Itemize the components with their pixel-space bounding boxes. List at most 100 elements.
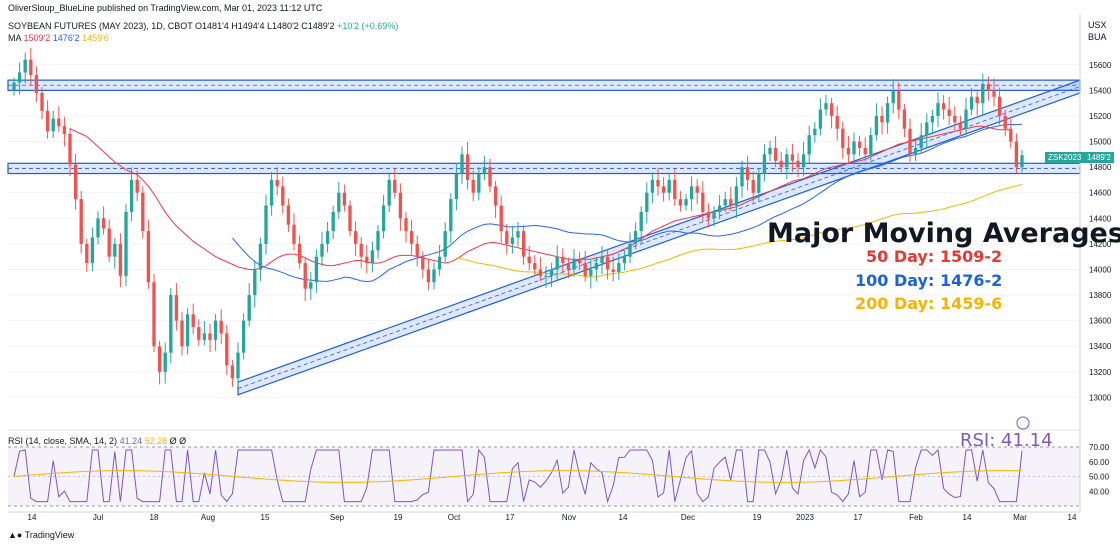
candle	[947, 109, 951, 116]
annotation-ma200: 200 Day: 1459-6	[855, 294, 1003, 313]
candle	[852, 141, 856, 155]
annotation-ma50: 50 Day: 1509-2	[866, 247, 1003, 266]
candle	[661, 186, 666, 193]
rsi-tick-label: 40.00	[1089, 487, 1110, 496]
candle	[34, 75, 39, 93]
candle	[23, 59, 27, 73]
price-tick-label: 14600	[1089, 189, 1112, 198]
rsi-value: 41.24	[119, 436, 143, 446]
candle	[908, 128, 912, 155]
price-tick-label: 14800	[1089, 163, 1112, 172]
candle	[829, 103, 834, 116]
price-tick-label: 14000	[1089, 265, 1112, 274]
candle	[241, 320, 246, 353]
candle	[353, 231, 358, 244]
logo-icon: ▲●	[8, 530, 23, 540]
candle	[813, 128, 817, 136]
candle	[919, 135, 923, 148]
candle	[387, 179, 391, 206]
price-tick-label: 15000	[1089, 138, 1112, 147]
candle	[869, 135, 873, 155]
candle	[891, 90, 895, 104]
currency-label: USX	[1088, 20, 1107, 30]
tradingview-logo: ▲● TradingView	[8, 530, 74, 540]
candle	[594, 263, 599, 270]
candle	[1009, 128, 1013, 142]
rsi-ma-line	[13, 470, 1023, 483]
candle	[785, 154, 789, 168]
candle	[566, 263, 571, 270]
symbol-line: SOYBEAN FUTURES (MAY 2023), 1D, CBOT O14…	[8, 21, 398, 31]
candle	[689, 186, 694, 200]
candle	[129, 179, 134, 212]
candle	[577, 259, 582, 264]
candle	[17, 72, 22, 83]
candle	[975, 96, 979, 104]
price-tick-label: 14400	[1089, 214, 1112, 223]
candle	[740, 167, 744, 187]
candle	[443, 231, 447, 257]
price-tick-label: 15200	[1089, 112, 1112, 121]
candle	[941, 103, 946, 110]
rsi-tick-label: 50.00	[1089, 473, 1110, 482]
ma100-value: 1476'2	[52, 33, 80, 43]
candle	[958, 122, 963, 129]
candle	[381, 205, 386, 232]
candle	[964, 109, 968, 129]
x-tick-label: 17	[506, 513, 515, 522]
candle	[1020, 155, 1024, 168]
candle	[992, 90, 996, 97]
candle	[673, 179, 677, 200]
currency-sub: BUA	[1088, 32, 1107, 42]
event-marker-icon	[1016, 416, 1030, 430]
candle	[925, 122, 929, 136]
rsi-extra: Ø Ø	[169, 436, 187, 446]
candle	[68, 133, 72, 165]
x-tick-label: 15	[261, 513, 270, 522]
candle	[325, 231, 330, 244]
candle	[202, 333, 207, 340]
candle	[846, 147, 851, 155]
candle	[185, 314, 190, 347]
candle	[124, 211, 128, 276]
candle	[835, 115, 839, 129]
candle	[824, 103, 828, 110]
candle	[913, 147, 918, 155]
candle	[275, 179, 279, 187]
x-tick-label: Sep	[330, 513, 345, 522]
candle	[818, 109, 823, 129]
candle	[286, 205, 291, 225]
candle	[561, 256, 565, 264]
candle	[611, 269, 615, 273]
x-tick-label: 19	[394, 513, 403, 522]
candle	[533, 263, 537, 270]
x-tick-label: 14	[1068, 513, 1077, 522]
candle	[1003, 115, 1007, 129]
candle	[807, 135, 811, 155]
candle	[639, 211, 643, 232]
candle	[768, 147, 772, 155]
candle	[331, 211, 335, 232]
candle	[936, 103, 940, 116]
candle	[337, 192, 341, 212]
candle	[297, 243, 302, 264]
candle	[465, 154, 470, 180]
candle	[118, 243, 123, 276]
candle	[264, 205, 268, 244]
candle	[762, 154, 767, 174]
candle	[29, 59, 33, 76]
candle	[471, 179, 475, 193]
rsi-tick-label: 70.00	[1089, 443, 1110, 452]
candle	[521, 231, 526, 257]
candle	[897, 90, 901, 110]
candle	[930, 115, 935, 123]
candle	[163, 352, 167, 372]
candle	[605, 256, 610, 270]
candle	[409, 231, 414, 244]
price-change: +10'2 (+0.69%)	[337, 21, 399, 31]
candle	[706, 211, 711, 219]
candle	[505, 231, 509, 244]
candle	[107, 228, 111, 257]
candle	[169, 295, 173, 353]
